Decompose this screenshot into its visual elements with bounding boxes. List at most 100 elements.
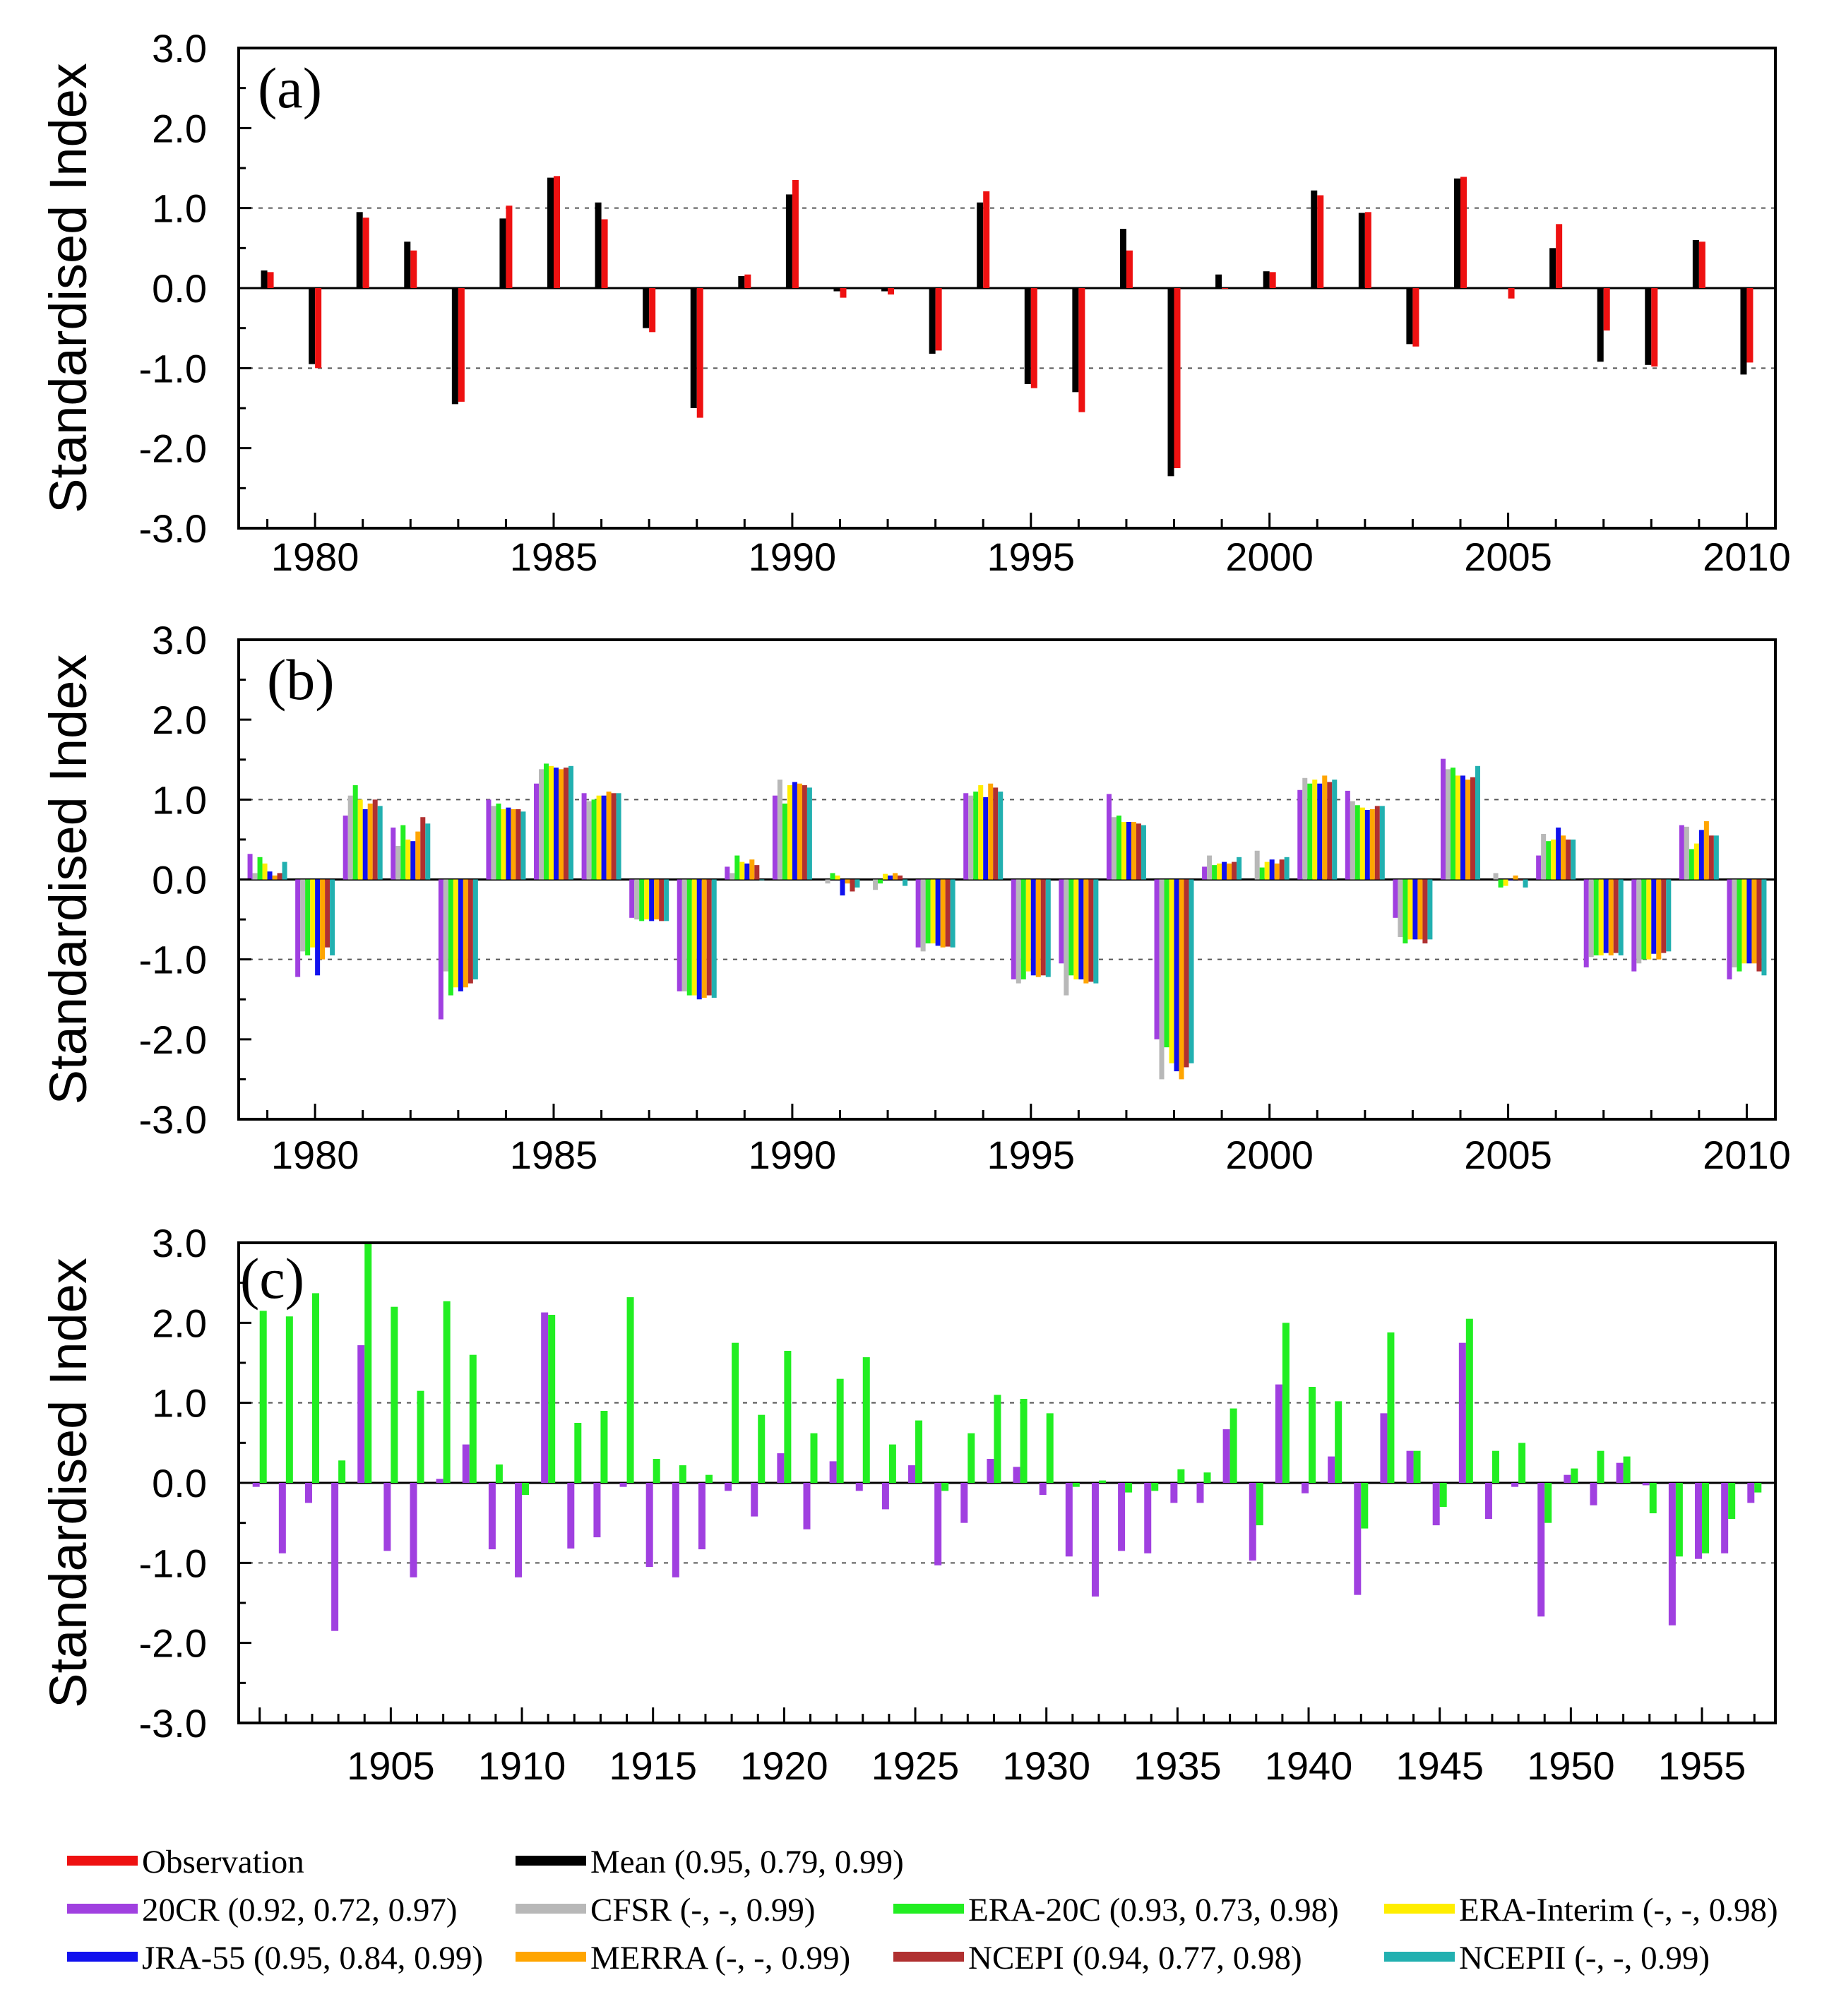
y-tick-label: 0.0	[152, 1461, 207, 1505]
bar	[511, 809, 516, 880]
bar	[443, 879, 448, 972]
bar	[988, 783, 994, 880]
bar	[1403, 879, 1408, 944]
bar	[1312, 780, 1318, 880]
x-tick-label: 1910	[478, 1743, 566, 1788]
bar	[1212, 865, 1217, 880]
bar	[1177, 1469, 1185, 1483]
legend-item: CFSR (-, -, 0.99)	[516, 1892, 816, 1928]
bar	[1380, 1413, 1388, 1483]
bar	[496, 803, 501, 880]
bar	[616, 793, 621, 880]
bar	[1264, 861, 1270, 880]
y-tick-label: -3.0	[139, 506, 208, 551]
bar	[645, 1483, 653, 1567]
legend-swatch	[516, 1952, 586, 1962]
bar	[1651, 879, 1657, 954]
bar	[1039, 1483, 1047, 1495]
bar	[696, 879, 702, 1000]
bar	[806, 787, 812, 880]
series-era-20c	[259, 1243, 1762, 1557]
bar	[559, 769, 564, 880]
bar	[1412, 288, 1419, 347]
bar	[681, 879, 687, 991]
bar	[1432, 1483, 1440, 1526]
bar	[983, 797, 989, 880]
bar	[803, 1483, 811, 1529]
bar	[1406, 288, 1413, 345]
series-ncepi	[277, 768, 1762, 1068]
bar	[1106, 794, 1112, 880]
bar	[998, 792, 1004, 880]
x-tick-label: 1930	[1002, 1743, 1090, 1788]
bar	[935, 879, 941, 946]
bar	[1354, 805, 1360, 880]
bar	[1011, 879, 1016, 979]
bar	[993, 787, 999, 880]
x-tick-label: 2010	[1703, 535, 1791, 579]
bar	[1215, 274, 1222, 288]
bar	[1083, 879, 1089, 984]
bar	[725, 1483, 732, 1491]
bar	[595, 202, 602, 288]
bar	[1440, 758, 1446, 880]
bar	[1746, 879, 1752, 964]
bar	[1618, 879, 1624, 956]
bar	[267, 272, 274, 288]
bar	[850, 879, 855, 892]
bar	[1164, 879, 1169, 1048]
panel-a: 3.0 2.0 1.0 0.0 -1.0 -2.0 -3.0 1980 1985 1990 1995…	[39, 26, 1791, 579]
bar	[1154, 879, 1160, 1039]
bar	[1427, 879, 1433, 940]
bar	[639, 879, 645, 921]
bar	[1369, 809, 1375, 880]
bar	[463, 879, 468, 988]
bar	[1068, 879, 1074, 976]
bar	[1588, 879, 1594, 958]
bar	[1364, 810, 1370, 880]
bar	[1335, 1401, 1342, 1483]
bar	[1332, 780, 1338, 880]
x-tick-label: 1915	[609, 1743, 697, 1788]
legend-swatch	[516, 1856, 586, 1866]
bar	[1692, 240, 1699, 288]
bar	[1202, 866, 1208, 880]
bar	[451, 288, 458, 405]
bar	[395, 845, 401, 880]
bar	[659, 879, 665, 921]
bar	[935, 288, 942, 351]
bar	[994, 1395, 1001, 1483]
legend-swatch	[67, 1904, 138, 1914]
bar	[1511, 1483, 1519, 1487]
bar	[1593, 879, 1599, 956]
bar	[1702, 1483, 1710, 1553]
bar	[405, 839, 411, 880]
bar	[564, 768, 569, 880]
bar	[903, 879, 908, 886]
bar	[1358, 213, 1365, 288]
bar	[1179, 879, 1184, 1080]
bar	[883, 873, 888, 880]
bar	[1322, 775, 1328, 880]
bar	[295, 879, 301, 977]
bar	[501, 809, 506, 880]
bar	[785, 194, 792, 288]
bar	[338, 1460, 346, 1483]
bar	[797, 783, 802, 880]
bar	[1098, 1480, 1106, 1483]
x-tick-label: 1990	[749, 1133, 837, 1177]
bar	[1493, 873, 1499, 880]
bar	[1297, 789, 1303, 880]
bar	[516, 809, 521, 880]
y-tick-label: 1.0	[152, 777, 207, 822]
bar	[1159, 879, 1165, 1080]
bar	[267, 871, 273, 880]
bar	[1728, 1483, 1736, 1519]
bar	[1561, 835, 1566, 880]
bar	[499, 218, 506, 288]
bar	[691, 879, 697, 996]
bar	[679, 1465, 686, 1483]
bar	[1455, 775, 1460, 880]
bar	[1229, 1408, 1237, 1483]
bar	[840, 879, 845, 896]
